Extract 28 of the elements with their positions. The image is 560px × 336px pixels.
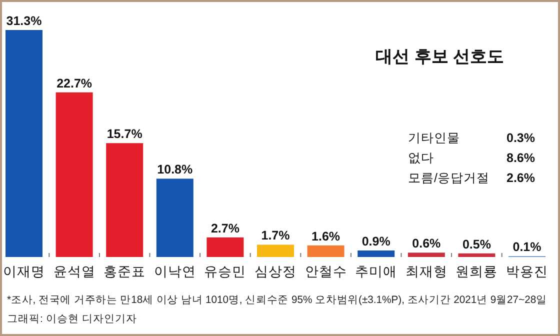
data-label: 31.3% [6, 14, 42, 28]
data-label: 1.7% [261, 228, 290, 243]
data-label: 0.1% [512, 240, 542, 254]
text: 그래픽: 이승현 디자인기자 [7, 313, 137, 325]
x-tick-label: 홍준표 [104, 264, 146, 279]
text: 기타인물 0.3% [408, 131, 535, 145]
text: 없다 8.6% [408, 151, 535, 165]
data-label: 10.8% [157, 162, 193, 177]
data-label: 0.6% [412, 236, 441, 251]
text: *조사, 전국에 거주하는 만18세 이상 남녀 1010명, 신뢰수준 95% 오차범위(±3.1%P), 조사기간 2021년 9월27~28일 [7, 294, 554, 306]
x-tick-label: 박용진 [506, 264, 548, 279]
data-label: 22.7% [56, 76, 92, 90]
x-tick-label: 추미애 [355, 264, 398, 279]
x-tick-label: 원희룡 [456, 264, 498, 279]
x-tick-label: 심상정 [254, 264, 296, 279]
text: 대선 후보 선호도 [376, 47, 504, 66]
x-tick-label: 최재형 [405, 264, 448, 279]
x-tick-label: 이낙연 [154, 264, 196, 279]
x-tick-label: 안철수 [304, 264, 347, 279]
x-tick-label: 유승민 [204, 264, 246, 279]
data-label: 0.9% [362, 234, 390, 248]
data-label: 15.7% [106, 127, 142, 142]
x-tick-label: 이재명 [3, 264, 45, 279]
data-label: 0.5% [462, 237, 491, 252]
data-label: 1.6% [312, 229, 340, 244]
data-label: 2.7% [210, 221, 240, 236]
x-tick-label: 윤석열 [53, 264, 96, 279]
text: 모름/응답거절 2.6% [408, 171, 535, 185]
